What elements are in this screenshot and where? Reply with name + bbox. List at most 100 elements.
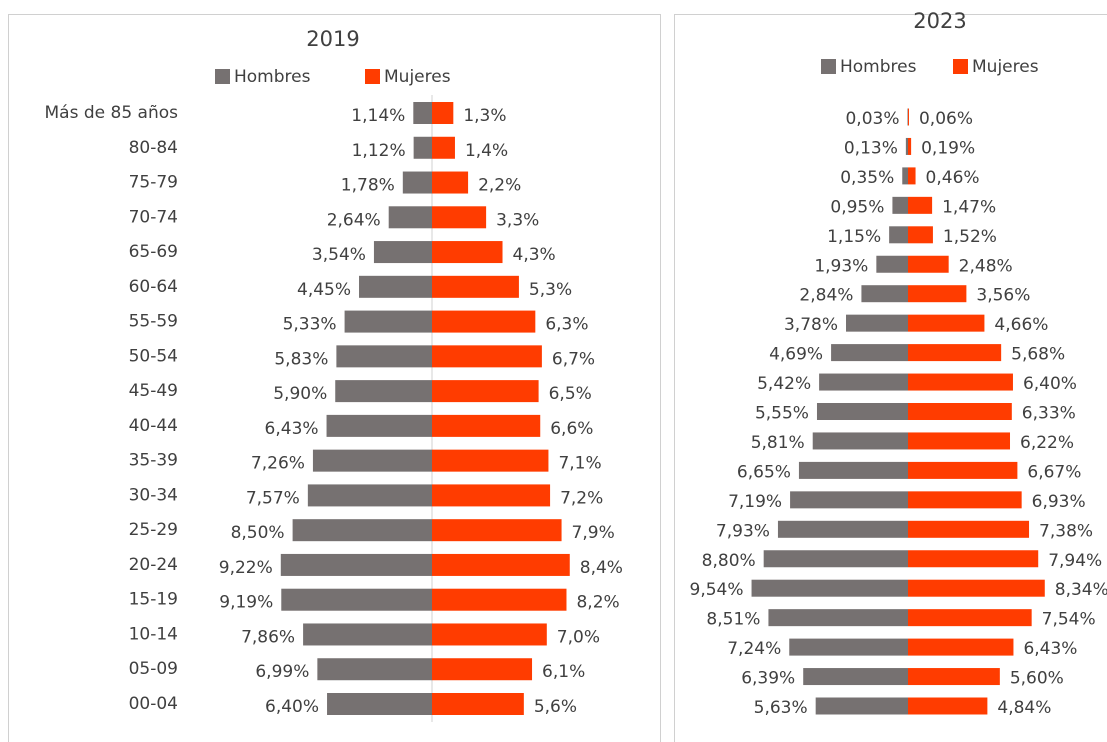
data-label: 6,67%: [1027, 462, 1081, 482]
legend-swatch: [953, 59, 968, 74]
category-label: 55-59: [129, 312, 178, 332]
panel-frame: [8, 14, 661, 742]
data-label: 8,4%: [580, 558, 623, 578]
data-label: 4,69%: [769, 345, 823, 365]
bar: [908, 550, 1039, 568]
data-label: 5,68%: [1011, 345, 1065, 365]
data-label: 6,5%: [549, 384, 592, 404]
legend-label: Hombres: [840, 57, 917, 77]
bar: [432, 310, 536, 333]
bar: [768, 609, 908, 627]
data-label: 8,50%: [231, 523, 285, 543]
data-label: 5,90%: [273, 384, 327, 404]
bar: [908, 461, 1018, 479]
bar: [432, 693, 524, 715]
bar: [373, 241, 432, 264]
data-label: 2,48%: [959, 256, 1013, 276]
legend-swatch: [365, 69, 380, 84]
bar: [432, 345, 542, 368]
data-label: 5,63%: [754, 698, 808, 718]
legend-swatch: [215, 69, 230, 84]
data-label: 1,3%: [463, 106, 506, 126]
data-label: 7,19%: [728, 492, 782, 512]
bar: [432, 519, 562, 542]
bar: [876, 255, 908, 273]
data-label: 0,95%: [830, 197, 884, 217]
category-label: 80-84: [129, 138, 178, 158]
data-label: 3,54%: [312, 245, 366, 265]
bar: [763, 550, 908, 568]
bar: [905, 137, 908, 155]
bar: [861, 285, 908, 303]
bar: [432, 206, 487, 229]
category-label: 25-29: [129, 520, 178, 540]
bar: [908, 520, 1030, 538]
category-label: 30-34: [129, 485, 178, 505]
bar: [432, 414, 541, 437]
data-label: 1,4%: [465, 141, 508, 161]
panel-frame: [674, 14, 1107, 742]
data-label: 4,3%: [513, 245, 556, 265]
data-label: 7,0%: [557, 627, 600, 647]
bar: [908, 314, 985, 332]
data-label: 6,22%: [1020, 433, 1074, 453]
category-label: Más de 85 años: [45, 103, 179, 123]
data-label: 6,33%: [1022, 404, 1076, 424]
category-label: 60-64: [129, 277, 178, 297]
data-label: 6,6%: [550, 419, 593, 439]
bar: [908, 108, 909, 126]
data-label: 7,38%: [1039, 521, 1093, 541]
data-label: 5,55%: [755, 404, 809, 424]
bar: [280, 553, 432, 576]
data-label: 6,1%: [542, 662, 585, 682]
data-label: 3,3%: [496, 210, 539, 230]
data-label: 7,54%: [1042, 610, 1096, 630]
bar: [312, 449, 432, 472]
chart-title: 2023: [913, 9, 966, 33]
data-label: 5,3%: [529, 280, 572, 300]
data-label: 0,13%: [844, 138, 898, 158]
bar: [902, 167, 908, 185]
bar: [908, 196, 933, 214]
bar: [317, 658, 432, 681]
category-label: 65-69: [129, 242, 178, 262]
bar: [803, 668, 908, 686]
data-label: 7,94%: [1048, 551, 1102, 571]
bar: [908, 403, 1012, 420]
bar: [812, 432, 908, 450]
bar: [432, 171, 469, 194]
bar: [789, 638, 908, 656]
bar: [344, 310, 432, 333]
bar: [908, 226, 933, 244]
bar: [432, 658, 533, 681]
category-label: 15-19: [129, 590, 178, 610]
data-label: 1,15%: [827, 227, 881, 247]
data-label: 8,2%: [576, 593, 619, 613]
bar: [908, 609, 1032, 627]
data-label: 4,66%: [994, 315, 1048, 335]
legend-label: Hombres: [234, 67, 311, 87]
bar: [432, 380, 539, 403]
bar: [432, 484, 551, 507]
bar: [798, 461, 908, 479]
category-label: 40-44: [129, 416, 178, 436]
data-label: 2,2%: [478, 176, 521, 196]
category-label: 05-09: [129, 659, 178, 679]
bar: [908, 285, 967, 303]
data-label: 5,33%: [283, 315, 337, 335]
data-label: 7,57%: [246, 488, 300, 508]
category-label: 70-74: [129, 207, 178, 227]
bar: [908, 344, 1002, 362]
legend-label: Mujeres: [384, 67, 451, 87]
data-label: 8,34%: [1055, 580, 1107, 600]
category-label: 45-49: [129, 381, 178, 401]
bar: [908, 255, 949, 273]
data-label: 6,3%: [545, 315, 588, 335]
data-label: 9,54%: [690, 580, 744, 600]
bar: [402, 171, 432, 194]
data-label: 7,1%: [558, 454, 601, 474]
bar: [908, 373, 1013, 391]
bar: [790, 491, 908, 509]
data-label: 7,26%: [251, 454, 305, 474]
